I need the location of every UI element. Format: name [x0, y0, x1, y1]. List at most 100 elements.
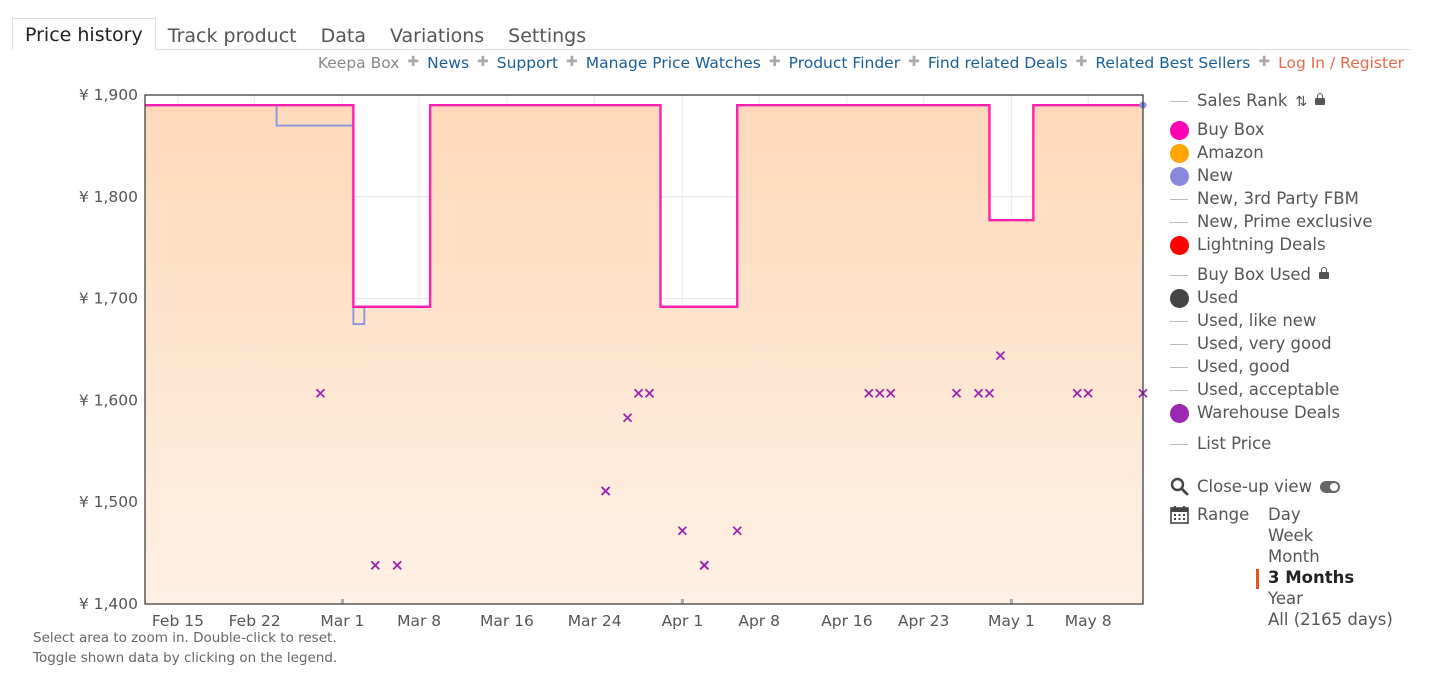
legend-line-marker: [1170, 444, 1188, 445]
warehouse-deal-point: [633, 388, 644, 398]
month-marker: [1009, 599, 1013, 604]
tab-bar: Price history Track product Data Variati…: [12, 18, 598, 50]
tab-settings[interactable]: Settings: [508, 25, 587, 47]
legend-label: Buy Box Used: [1197, 265, 1330, 285]
warehouse-deal-point: [995, 350, 1006, 361]
legend-color-dot: [1170, 121, 1189, 140]
legend-color-dot: [1170, 144, 1189, 163]
separator-icon: ✚: [407, 54, 420, 70]
legend-line-marker: [1170, 367, 1188, 368]
x-tick-label: Mar 24: [568, 612, 622, 630]
lock-icon: [1315, 93, 1326, 105]
month-marker: [340, 599, 344, 604]
top-links: Keepa Box ✚ News ✚ Support ✚ Manage Pric…: [318, 54, 1404, 72]
manage-price-watches-link[interactable]: Manage Price Watches: [585, 54, 761, 72]
warehouse-deal-point: [370, 560, 380, 570]
range-option-all-2165-days[interactable]: All (2165 days): [1268, 610, 1393, 629]
buy-box-fill: [145, 105, 1143, 605]
legend-color-dot: [1170, 167, 1189, 186]
legend-line-marker: [1170, 321, 1188, 322]
search-icon: [1170, 477, 1189, 501]
product-finder-link[interactable]: Product Finder: [788, 54, 901, 72]
x-tick-label: Feb 22: [229, 612, 281, 630]
toggle-icon[interactable]: [1320, 481, 1341, 493]
legend-label: Sales Rank: [1197, 91, 1288, 110]
warehouse-deal-point: [886, 388, 896, 398]
legend-color-dot: [1170, 236, 1189, 255]
toggle-hint: Toggle shown data by clicking on the leg…: [33, 650, 338, 666]
range-option-day[interactable]: Day: [1268, 505, 1301, 524]
separator-icon: ✚: [1075, 54, 1088, 70]
warehouse-deal-point: [864, 388, 874, 398]
legend-label: New, Prime exclusive: [1197, 212, 1373, 231]
x-tick-label: Apr 1: [662, 612, 704, 630]
x-tick-label: May 8: [1065, 612, 1112, 630]
plot-frame: [144, 94, 1144, 605]
legend-label: Lightning Deals: [1197, 235, 1326, 254]
range-option-month[interactable]: Month: [1268, 547, 1320, 566]
separator-icon: ✚: [1258, 54, 1271, 70]
range-option-year[interactable]: Year: [1268, 589, 1303, 608]
legend-line-marker: [1170, 344, 1188, 345]
legend-label: Used, very good: [1197, 334, 1332, 353]
legend-line-marker: [1170, 101, 1188, 102]
warehouse-deal-point: [1072, 388, 1082, 398]
warehouse-deal-point: [732, 526, 742, 536]
support-link[interactable]: Support: [496, 54, 559, 72]
warehouse-deal-point: [951, 388, 962, 398]
legend-color-dot: [1170, 404, 1189, 423]
chart-axes: ¥ 1,900 ¥ 1,800 ¥ 1,700 ¥ 1,600 ¥ 1,500 ¥ 1,4…: [79, 86, 1144, 630]
legend-label: Used, acceptable: [1197, 380, 1340, 399]
y-tick-label: ¥ 1,400: [79, 595, 138, 613]
separator-icon: ✚: [908, 54, 920, 70]
x-tick-label: May 1: [988, 612, 1035, 630]
legend-line-marker: [1170, 275, 1188, 276]
zoom-hint: Select area to zoom in. Double-click to …: [33, 630, 337, 646]
month-marker: [680, 599, 684, 604]
related-best-sellers-link[interactable]: Related Best Sellers: [1095, 54, 1251, 72]
warehouse-deal-point: [677, 526, 688, 536]
range-option-week[interactable]: Week: [1268, 526, 1314, 545]
x-tick-label: Mar 16: [480, 612, 534, 630]
legend-label: New, 3rd Party FBM: [1197, 189, 1359, 208]
price-history-chart[interactable]: ¥ 1,900 ¥ 1,800 ¥ 1,700 ¥ 1,600 ¥ 1,500 ¥ 1,4…: [0, 80, 1160, 640]
calendar-icon: [1170, 505, 1189, 529]
legend-line-marker: [1170, 199, 1188, 200]
warehouse-deal-point: [315, 388, 326, 398]
y-tick-label: ¥ 1,900: [79, 86, 138, 104]
warehouse-deal-point: [699, 560, 709, 570]
keepa-box-link[interactable]: Keepa Box: [317, 54, 400, 72]
chart-series: [145, 101, 1147, 325]
sort-icon[interactable]: ⇅: [1295, 94, 1308, 110]
legend-label: Used, good: [1197, 357, 1290, 376]
warehouse-deal-point: [622, 413, 633, 423]
legend-label: Buy Box: [1197, 120, 1265, 139]
legend-color-dot: [1170, 289, 1189, 308]
tab-variations[interactable]: Variations: [389, 25, 485, 47]
warehouse-deals-markers: [315, 350, 1148, 570]
x-tick-label: Apr 16: [821, 612, 872, 630]
news-link[interactable]: News: [427, 54, 470, 72]
legend-label: Used: [1197, 288, 1239, 307]
warehouse-deal-point: [875, 388, 885, 398]
tab-price-history[interactable]: Price history: [12, 18, 156, 50]
separator-icon: ✚: [477, 54, 489, 70]
y-tick-label: ¥ 1,600: [79, 391, 138, 409]
legend-label: Amazon: [1197, 143, 1264, 162]
legend-line-marker: [1170, 390, 1188, 391]
separator-icon: ✚: [566, 54, 578, 70]
tab-track-product[interactable]: Track product: [167, 25, 297, 47]
range-label: Range: [1197, 505, 1250, 524]
legend-label: New: [1197, 166, 1233, 185]
login-register-link[interactable]: Log In / Register: [1278, 54, 1404, 72]
tab-data[interactable]: Data: [320, 25, 366, 47]
legend-label: Warehouse Deals: [1197, 403, 1341, 422]
warehouse-deal-point: [600, 486, 611, 496]
x-tick-label: Apr 8: [738, 612, 780, 630]
warehouse-deal-point: [973, 388, 984, 398]
range-option-3-months[interactable]: 3 Months: [1268, 568, 1355, 587]
closeup-label: Close-up view: [1197, 477, 1313, 496]
warehouse-deal-point: [1083, 388, 1093, 398]
find-related-deals-link[interactable]: Find related Deals: [927, 54, 1068, 72]
separator-icon: ✚: [768, 54, 781, 70]
